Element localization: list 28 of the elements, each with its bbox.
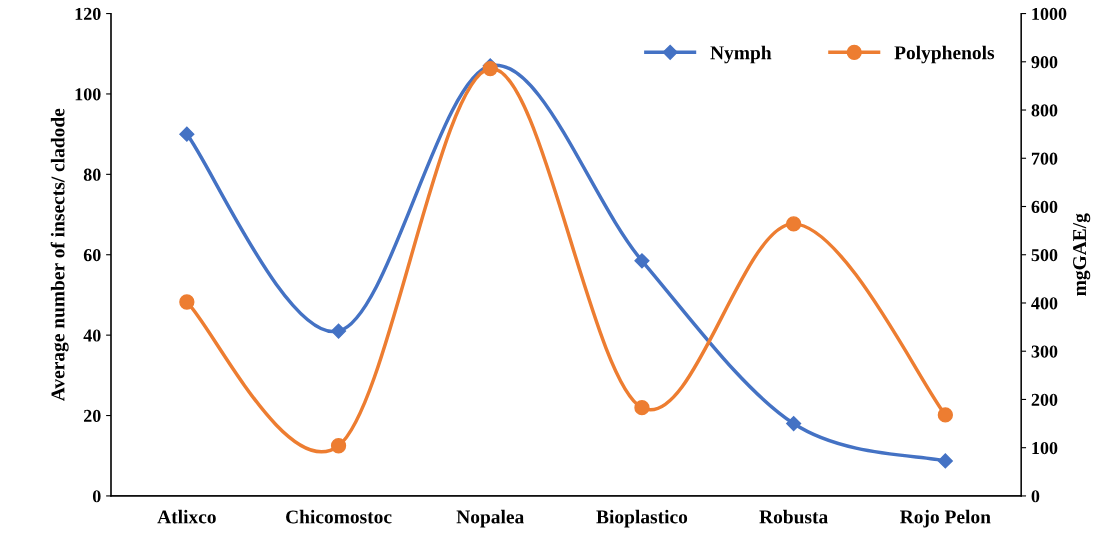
legend-label: Polyphenols bbox=[894, 45, 995, 64]
y2-tick-label: 800 bbox=[1031, 104, 1058, 117]
legend-label: Nymph bbox=[710, 45, 772, 64]
y2-tick-label: 600 bbox=[1031, 200, 1058, 213]
y-tick-label: 120 bbox=[75, 7, 101, 20]
y2-tick-label: 900 bbox=[1031, 56, 1058, 69]
y2-tick-label: 0 bbox=[1031, 490, 1040, 503]
y2-tick-label: 200 bbox=[1031, 393, 1058, 406]
y2-tick-label: 700 bbox=[1031, 152, 1058, 165]
x-tick-label: Nopalea bbox=[456, 509, 524, 528]
x-tick-label: Bioplastico bbox=[596, 509, 688, 528]
y2-tick-label: 1000 bbox=[1032, 7, 1067, 20]
y-tick-label: 100 bbox=[75, 88, 101, 101]
y-tick-label: 80 bbox=[83, 168, 101, 181]
x-tick-label: Chicomostoc bbox=[286, 509, 392, 524]
x-tick-label: Atlixco bbox=[157, 509, 216, 524]
y2-tick-label: 300 bbox=[1031, 345, 1058, 358]
y-tick-label: 20 bbox=[83, 409, 101, 422]
y2-tick-label: 500 bbox=[1031, 249, 1058, 262]
x-tick-label: Rojo Pelon bbox=[900, 509, 991, 528]
y-axis-title: Average number of insects/ cladode bbox=[50, 108, 69, 402]
y2-tick-label: 400 bbox=[1031, 297, 1058, 310]
x-tick-label: Robusta bbox=[759, 509, 828, 524]
y-tick-label: 0 bbox=[92, 490, 101, 503]
y-tick-label: 40 bbox=[83, 329, 101, 342]
y2-tick-label: 100 bbox=[1032, 441, 1058, 455]
y-tick-label: 60 bbox=[83, 249, 101, 262]
y2-axis-title: mgGAE/g bbox=[1073, 213, 1091, 296]
